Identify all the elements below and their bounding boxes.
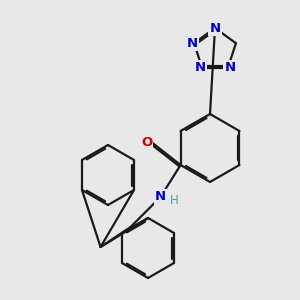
Text: N: N [194, 61, 206, 74]
Text: H: H [170, 194, 179, 208]
Text: N: N [187, 37, 198, 50]
Text: N: N [209, 22, 220, 34]
Text: N: N [155, 190, 166, 203]
Text: N: N [224, 61, 236, 74]
Text: O: O [141, 136, 152, 149]
